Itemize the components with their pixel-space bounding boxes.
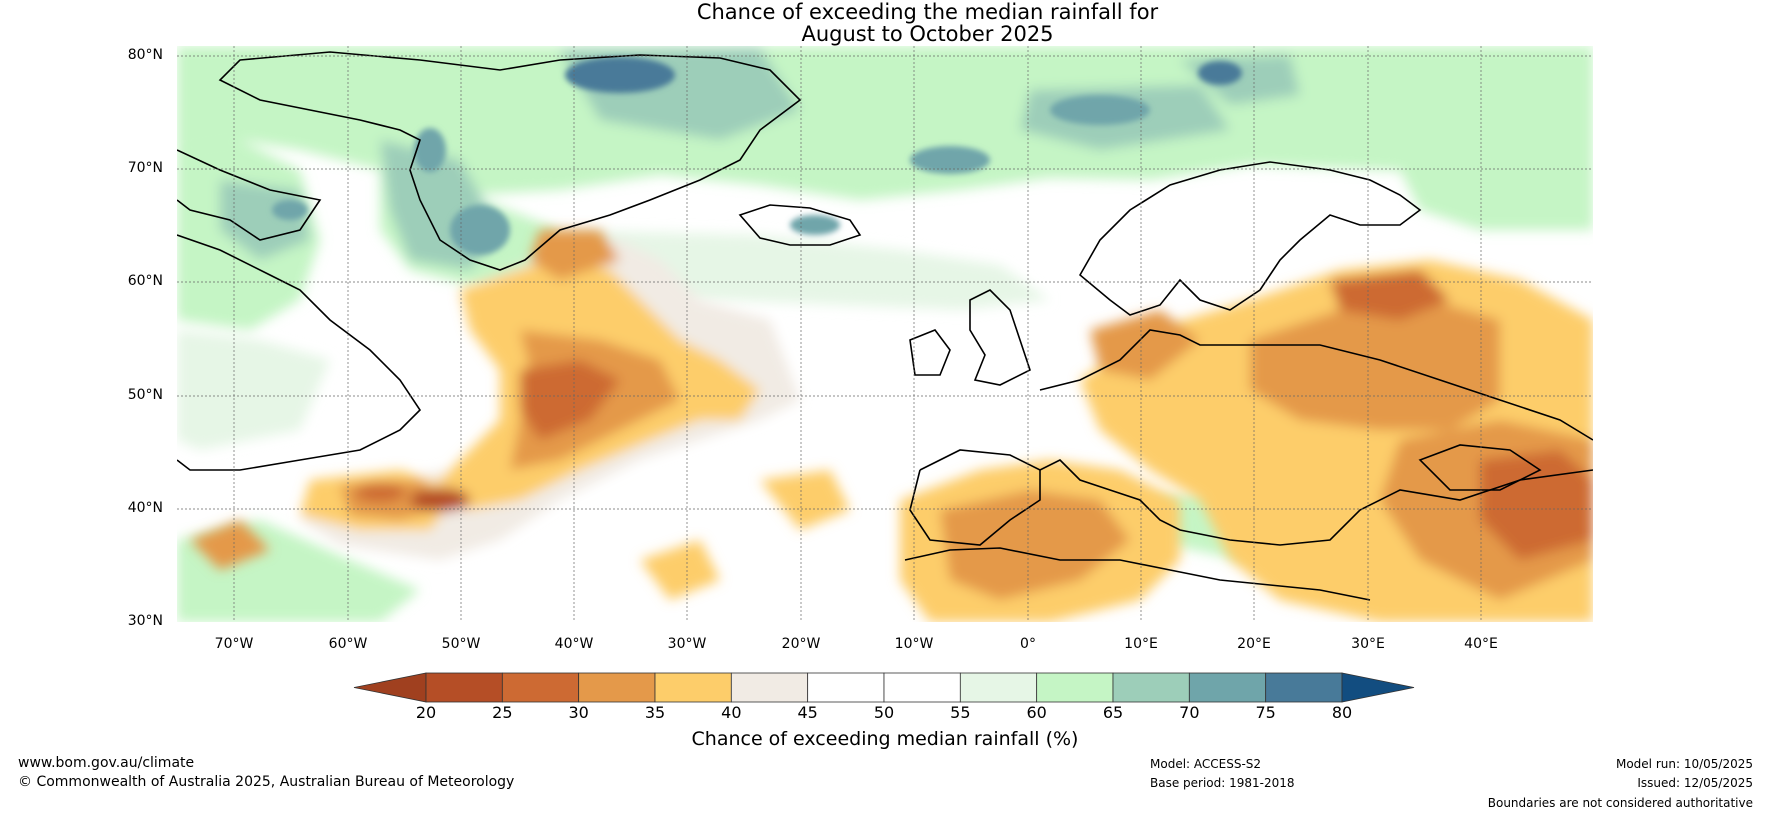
- base-period-text: Base period: 1981-2018: [1150, 776, 1295, 790]
- colorbar-tick-label: 20: [415, 703, 437, 722]
- issued-text: Issued: 12/05/2025: [1637, 776, 1753, 790]
- colorbar-bin-70-75: [1188, 672, 1267, 703]
- map-title-line-2: August to October 2025: [801, 22, 1054, 46]
- colorbar-tick-label: 60: [1026, 703, 1047, 722]
- copyright-text: © Commonwealth of Australia 2025, Austra…: [18, 774, 515, 790]
- lat-label-40n: 40°N: [127, 500, 163, 516]
- colorbar-tick-label: 35: [644, 703, 666, 722]
- colorbar-tick-label: 40: [721, 703, 742, 722]
- model-text: Model: ACCESS-S2: [1150, 757, 1262, 771]
- lon-label-20w: 20°W: [781, 636, 821, 652]
- lon-label-40w: 40°W: [554, 636, 594, 652]
- lon-label-30w: 30°W: [667, 636, 707, 652]
- lat-label-60n: 60°N: [127, 273, 163, 289]
- lon-label-0: 0°: [1020, 636, 1036, 652]
- colorbar-bin-20-25: [425, 672, 503, 703]
- colorbar-bin-55-60: [959, 672, 1038, 703]
- colorbar-tick-label: 75: [1255, 703, 1276, 722]
- colorbar-extend-high: [1341, 672, 1415, 703]
- colorbar-label: Chance of exceeding median rainfall (%): [691, 728, 1079, 750]
- lon-label-60w: 60°W: [328, 636, 368, 652]
- coastlines: [177, 51, 1593, 601]
- lon-label-70w: 70°W: [214, 636, 254, 652]
- colorbar-bin-30-35: [578, 672, 656, 703]
- colorbar-bin-40-45: [730, 672, 809, 703]
- lon-label-50w: 50°W: [441, 636, 481, 652]
- lon-label-20e: 20°E: [1237, 636, 1271, 652]
- lat-label-70n: 70°N: [127, 160, 163, 176]
- model-run-text: Model run: 10/05/2025: [1615, 757, 1753, 771]
- colorbar-tick-label: 55: [950, 703, 971, 722]
- colorbar-bin-25-30: [501, 672, 580, 703]
- strong-wet-regions: [272, 57, 1242, 255]
- colorbar-bin-35-40: [654, 672, 732, 703]
- lon-label-10e: 10°E: [1124, 636, 1158, 652]
- colorbar-tick-label: 45: [797, 703, 818, 722]
- colorbar-tick-label: 30: [568, 703, 589, 722]
- website-link[interactable]: www.bom.gov.au/climate: [18, 755, 195, 771]
- colorbar-tick-label: 50: [873, 703, 895, 722]
- colorbar-bin-50-55: [883, 672, 961, 703]
- disclaimer-text: Boundaries are not considered authoritat…: [1487, 796, 1753, 810]
- lon-label-30e: 30°E: [1351, 636, 1385, 652]
- colorbar-bin-65-70: [1112, 672, 1190, 703]
- map-title-line-1: Chance of exceeding the median rainfall …: [696, 0, 1159, 24]
- lat-label-80n: 80°N: [127, 47, 163, 63]
- colorbar-tick-label: 65: [1102, 703, 1124, 722]
- colorbar-tick-label: 70: [1179, 703, 1200, 722]
- colorbar-bin-60-65: [1036, 672, 1114, 703]
- colorbar-tick-label: 80: [1331, 703, 1353, 722]
- lat-label-30n: 30°N: [127, 613, 163, 629]
- colorbar-extend-low: [353, 672, 427, 703]
- colorbar-tick-label: 25: [492, 703, 513, 722]
- dry-anomaly-regions: [190, 230, 1593, 622]
- lon-label-40e: 40°E: [1464, 636, 1498, 652]
- lon-label-10w: 10°W: [894, 636, 934, 652]
- colorbar-bin-75-80: [1265, 672, 1343, 703]
- colorbar-bin-45-50: [807, 672, 885, 703]
- lat-label-50n: 50°N: [127, 387, 163, 403]
- graticule: [177, 46, 1593, 622]
